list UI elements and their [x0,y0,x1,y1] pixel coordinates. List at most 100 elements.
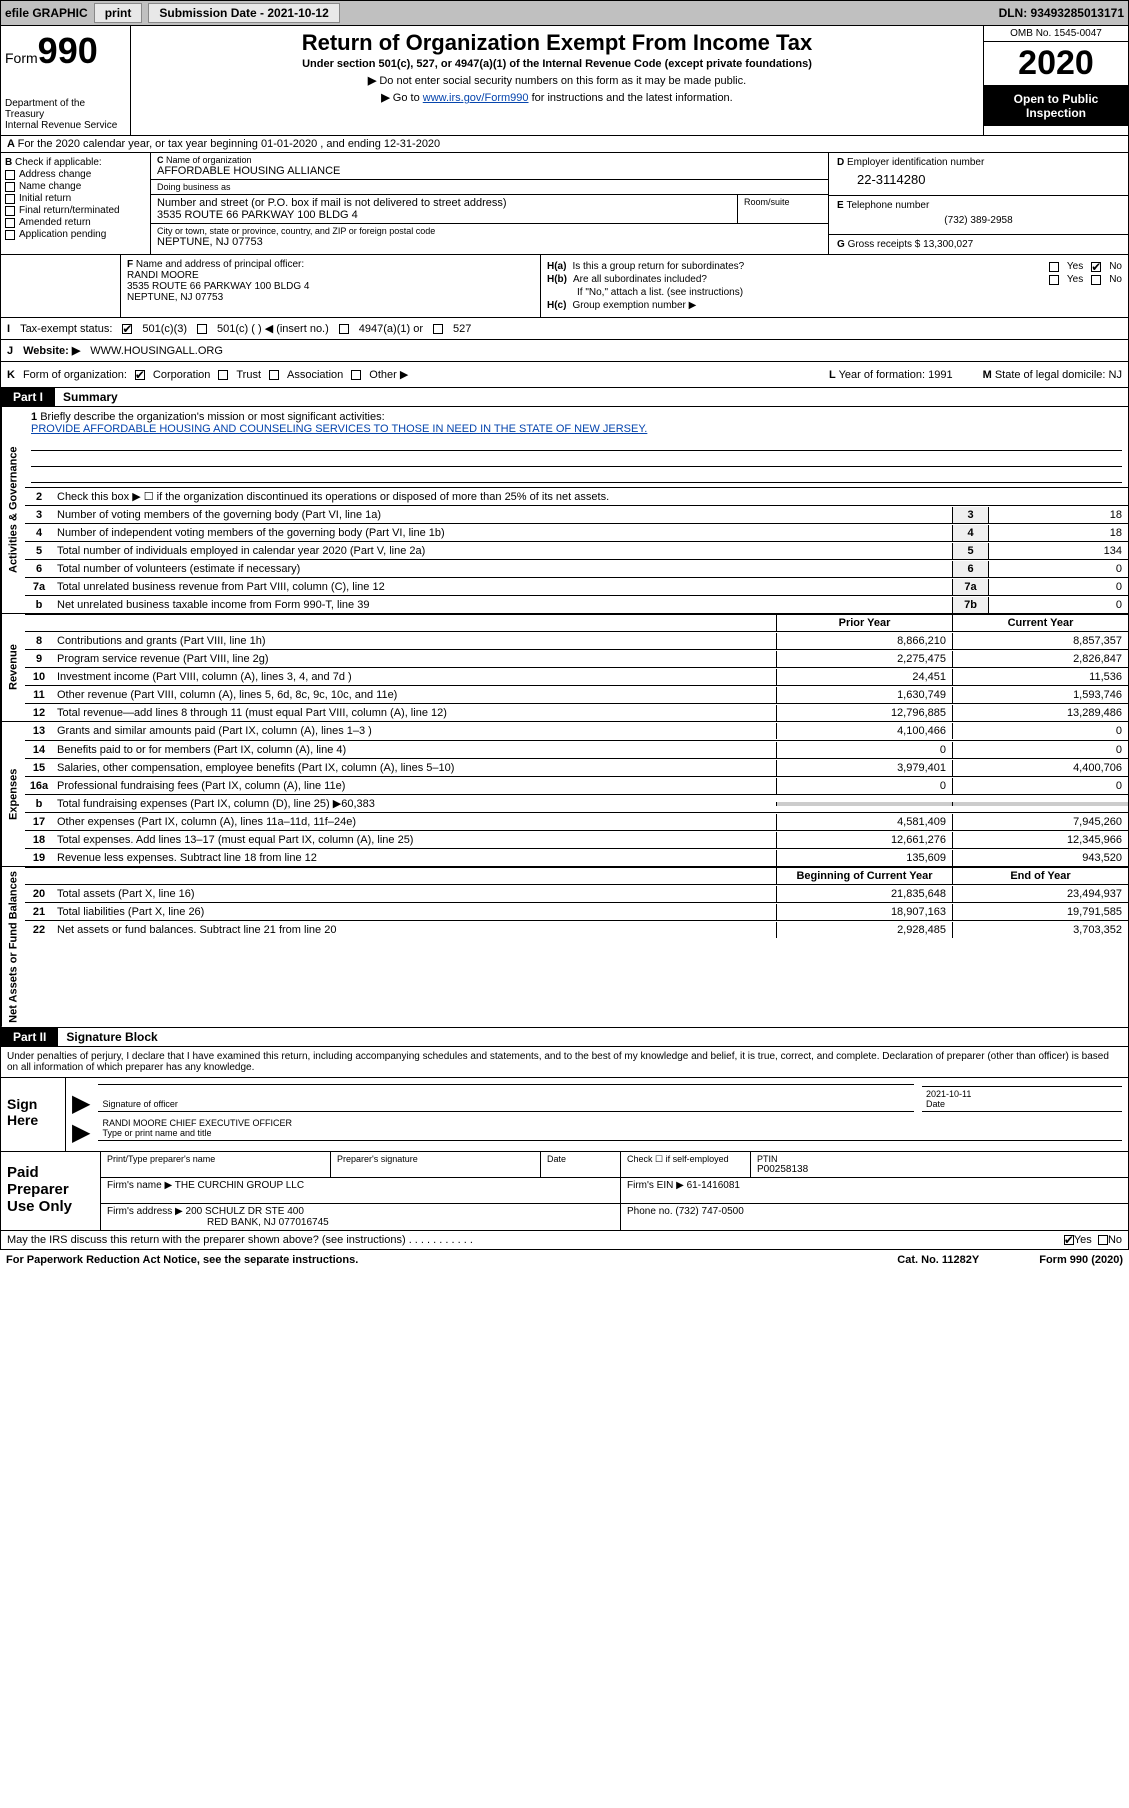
officer-addr2: NEPTUNE, NJ 07753 [127,292,223,303]
line-13: Grants and similar amounts paid (Part IX… [53,723,776,739]
form-subtitle: Under section 501(c), 527, or 4947(a)(1)… [139,58,975,70]
no-1: No [1109,261,1122,272]
checkbox-address-change[interactable] [5,170,15,180]
e21: 19,791,585 [952,904,1128,920]
pp-phone-lbl: Phone no. [627,1206,673,1217]
chk-4947[interactable] [339,324,349,334]
p16a: 0 [776,778,952,794]
chk-assoc[interactable] [269,370,279,380]
line-20: Total assets (Part X, line 16) [53,886,776,902]
checkbox-amended[interactable] [5,218,15,228]
discuss-yes[interactable] [1064,1235,1074,1245]
e22: 3,703,352 [952,922,1128,938]
city-lbl: City or town, state or province, country… [157,226,822,236]
checkbox-app-pending[interactable] [5,230,15,240]
line-16a: Professional fundraising fees (Part IX, … [53,778,776,794]
checkbox-final-return[interactable] [5,206,15,216]
chk-501c[interactable] [197,324,207,334]
officer-lbl: Name and address of principal officer: [136,259,304,270]
print-button[interactable]: print [94,3,143,23]
p11: 1,630,749 [776,687,952,703]
irs-link[interactable]: www.irs.gov/Form990 [423,92,529,104]
p16b-shade [776,802,952,806]
p10: 24,451 [776,669,952,685]
firm-name: THE CURCHIN GROUP LLC [175,1180,304,1191]
c18: 12,345,966 [952,832,1128,848]
chk-501c3[interactable] [122,324,132,334]
p8: 8,866,210 [776,633,952,649]
b-item-1: Name change [19,181,81,192]
chk-527[interactable] [433,324,443,334]
efile-label: efile GRAPHIC [5,6,88,20]
pp-ptin: P00258138 [757,1164,1122,1175]
p17: 4,581,409 [776,814,952,830]
p13: 4,100,466 [776,723,952,739]
ein-lbl: Employer identification number [847,157,984,168]
hdr-curr: Current Year [952,615,1128,631]
officer-addr1: 3535 ROUTE 66 PARKWAY 100 BLDG 4 [127,281,310,292]
dln-label: DLN: 93493285013171 [999,6,1124,20]
discuss-text: May the IRS discuss this return with the… [7,1234,406,1246]
ha-no[interactable] [1091,262,1101,272]
form-990-num: 990 [38,30,98,71]
part-1-title: Summary [55,388,126,406]
line-18: Total expenses. Add lines 13–17 (must eq… [53,832,776,848]
part-2-badge: Part II [1,1028,58,1046]
hb-no[interactable] [1091,275,1101,285]
ha-yes[interactable] [1049,262,1059,272]
line-16b-val: 60,383 [341,798,375,810]
pp-c2: Preparer's signature [337,1154,534,1164]
chk-corp[interactable] [135,370,145,380]
website-value: WWW.HOUSINGALL.ORG [90,345,223,357]
sig-officer-lbl: Signature of officer [102,1099,910,1109]
penalties-text: Under penalties of perjury, I declare th… [0,1047,1129,1078]
line-14: Benefits paid to or for members (Part IX… [53,742,776,758]
gross-lbl: Gross receipts $ [848,239,921,250]
p15: 3,979,401 [776,760,952,776]
org-name: AFFORDABLE HOUSING ALLIANCE [157,165,822,177]
year-formation: 1991 [928,369,952,381]
tax-year: 2020 [984,42,1128,86]
p14: 0 [776,742,952,758]
firm-addr-lbl: Firm's address ▶ [107,1206,183,1217]
room-suite: Room/suite [738,195,828,223]
hb-text: Are all subordinates included? [573,274,1043,285]
line-8: Contributions and grants (Part VIII, lin… [53,633,776,649]
hdr-beg: Beginning of Current Year [776,868,952,884]
opt-assoc: Association [287,369,343,381]
c8: 8,857,357 [952,633,1128,649]
val-6: 0 [988,561,1128,577]
dept-label: Department of the Treasury Internal Reve… [5,98,126,131]
submission-date-button[interactable]: Submission Date - 2021-10-12 [148,3,339,23]
chk-trust[interactable] [218,370,228,380]
hb-note: If "No," attach a list. (see instruction… [547,287,1122,298]
form-org-lbl: Form of organization: [23,369,127,381]
mission-text[interactable]: PROVIDE AFFORDABLE HOUSING AND COUNSELIN… [31,423,647,435]
side-net: Net Assets or Fund Balances [1,867,25,1027]
line-7b: Net unrelated business taxable income fr… [53,597,952,613]
c9: 2,826,847 [952,651,1128,667]
form-title: Return of Organization Exempt From Incom… [139,30,975,56]
omb-number: OMB No. 1545-0047 [984,26,1128,42]
line-12: Total revenue—add lines 8 through 11 (mu… [53,705,776,721]
yes-2: Yes [1067,274,1083,285]
b-item-4: Amended return [19,217,91,228]
p9: 2,275,475 [776,651,952,667]
part-1-badge: Part I [1,388,55,406]
pp-phone: (732) 747-0500 [675,1206,743,1217]
checkbox-initial-return[interactable] [5,194,15,204]
tax-status-lbl: Tax-exempt status: [20,323,112,335]
checkbox-name-change[interactable] [5,182,15,192]
c16b-shade [952,802,1128,806]
line-17: Other expenses (Part IX, column (A), lin… [53,814,776,830]
line-6: Total number of volunteers (estimate if … [53,561,952,577]
firm-addr2: RED BANK, NJ 077016745 [207,1217,329,1228]
chk-other[interactable] [351,370,361,380]
hb-yes[interactable] [1049,275,1059,285]
b-item-3: Final return/terminated [19,205,120,216]
website-lbl: Website: ▶ [23,344,80,357]
opt-4947: 4947(a)(1) or [359,323,423,335]
p19: 135,609 [776,850,952,866]
discuss-no[interactable] [1098,1235,1108,1245]
val-7b: 0 [988,597,1128,613]
